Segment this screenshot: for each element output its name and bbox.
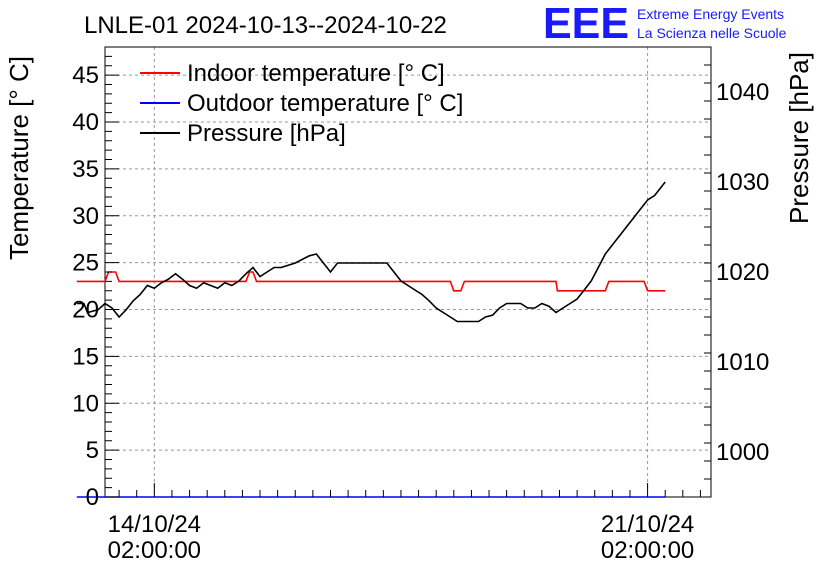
y-tick-label: 40 (72, 109, 99, 136)
legend-outdoor-label: Outdoor temperature [° C] (187, 90, 463, 117)
y2-axis-label: Pressure [hPa] (784, 52, 814, 224)
y-tick-label: 15 (72, 343, 99, 370)
y-tick-label: 45 (72, 62, 99, 89)
y-tick-label: 5 (86, 437, 99, 464)
y-tick-label: 30 (72, 203, 99, 230)
logo-line-2: La Scienza nelle Scuole (637, 25, 787, 41)
x-tick-label-time: 02:00:00 (108, 537, 201, 564)
pressure-series (76, 181, 666, 323)
x-tick-label-date: 14/10/24 (108, 511, 201, 538)
y2-tick-label: 1000 (716, 439, 769, 466)
y-tick-label: 25 (72, 250, 99, 277)
y2-tick-label: 1030 (716, 169, 769, 196)
eee-logo: EEE (543, 0, 629, 48)
x-tick-label-time: 02:00:00 (601, 537, 694, 564)
y-tick-label: 35 (72, 156, 99, 183)
y-tick-label: 20 (72, 297, 99, 324)
logo-line-1: Extreme Energy Events (637, 6, 784, 22)
y2-tick-label: 1040 (716, 79, 769, 106)
left-axis: 0 5 10 15 20 25 30 35 40 45 (72, 46, 119, 511)
y-tick-label: 0 (86, 484, 99, 511)
legend: Indoor temperature [° C] Outdoor temperat… (140, 60, 463, 147)
legend-pressure-label: Pressure [hPa] (187, 120, 346, 147)
grid-lines (105, 47, 711, 498)
y-axis-label: Temperature [° C] (4, 56, 34, 260)
y-tick-label: 10 (72, 390, 99, 417)
y2-tick-label: 1010 (716, 349, 769, 376)
series-layer (76, 181, 666, 498)
right-axis: 1000 1010 1020 1030 1040 (704, 46, 769, 498)
y2-tick-label: 1020 (716, 259, 769, 286)
x-tick-label-date: 21/10/24 (601, 511, 694, 538)
chart-title: LNLE-01 2024-10-13--2024-10-22 (84, 12, 447, 39)
legend-indoor-label: Indoor temperature [° C] (187, 60, 445, 87)
indoor-temperature-series (76, 271, 666, 292)
